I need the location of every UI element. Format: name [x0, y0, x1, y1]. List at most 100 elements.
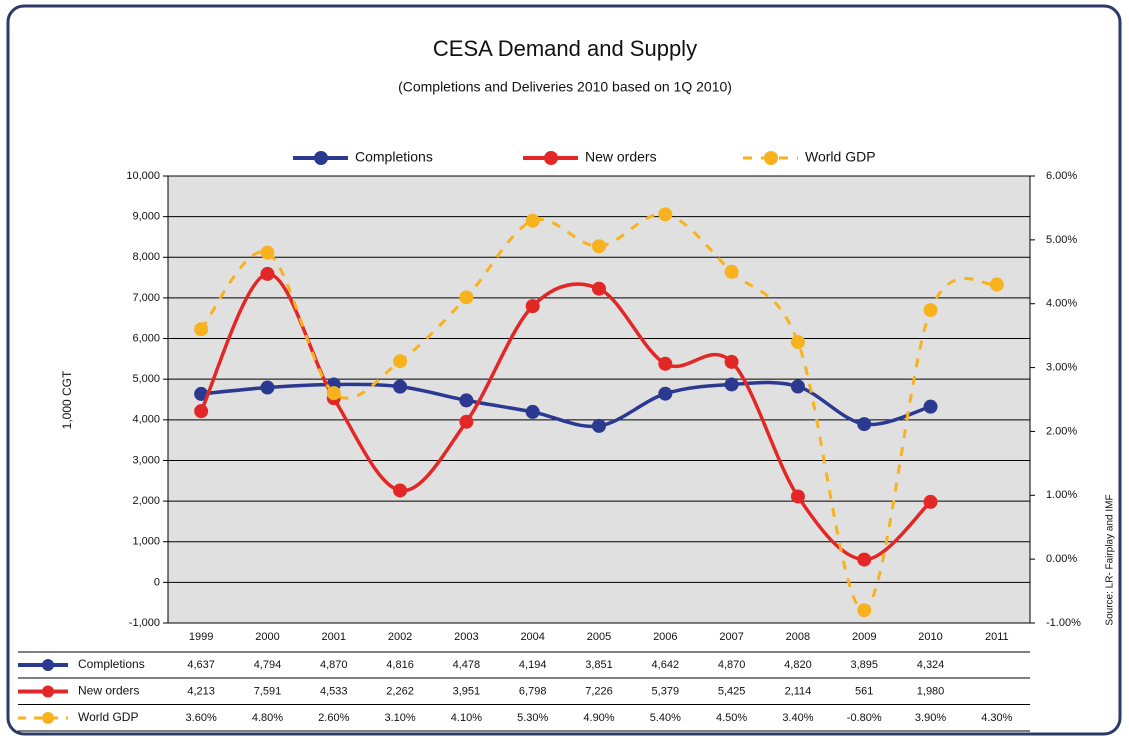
legend-marker — [544, 151, 558, 165]
table-cell: 5.30% — [517, 712, 548, 724]
table-cell: 4,794 — [254, 659, 282, 671]
y2-tick-label: 2.00% — [1046, 425, 1077, 437]
y2-tick-label: 4.00% — [1046, 298, 1077, 310]
series-point — [857, 417, 872, 432]
series-point — [459, 290, 474, 305]
series-point — [923, 303, 938, 318]
series-point — [525, 299, 540, 314]
x-tick-label: 2002 — [388, 631, 412, 643]
series-point — [658, 356, 673, 371]
table-cell: 2,114 — [785, 685, 812, 697]
x-tick-label: 2003 — [454, 631, 478, 643]
table-cell: 3,851 — [585, 659, 613, 671]
table-cell: 4,213 — [187, 685, 215, 697]
table-cell: 4,533 — [320, 685, 348, 697]
x-tick-label: 2010 — [918, 631, 942, 643]
y-axis-label: 1,000 CGT — [60, 370, 74, 429]
series-point — [459, 414, 474, 429]
series-point — [724, 264, 739, 279]
table-cell: 4,478 — [453, 659, 481, 671]
y2-tick-label: -1.00% — [1046, 617, 1081, 629]
series-point — [658, 207, 673, 222]
table-cell: 4.80% — [252, 712, 283, 724]
x-tick-label: 1999 — [189, 631, 213, 643]
table-cell: 1,980 — [917, 685, 945, 697]
table-cell: 4.50% — [716, 712, 747, 724]
series-point — [393, 483, 408, 498]
x-tick-label: 2006 — [653, 631, 677, 643]
series-point — [525, 213, 540, 228]
series-point — [989, 277, 1004, 292]
series-point — [790, 335, 805, 350]
legend-marker — [314, 151, 328, 165]
table-cell: 4,642 — [652, 659, 680, 671]
legend-label: World GDP — [805, 149, 876, 165]
series-point — [658, 386, 673, 401]
table-cell: 6,798 — [519, 685, 547, 697]
y-tick-label: 9,000 — [132, 211, 160, 223]
y-tick-label: 3,000 — [132, 454, 160, 466]
series-point — [923, 399, 938, 414]
table-cell: 3,895 — [850, 659, 878, 671]
y2-tick-label: 5.00% — [1046, 234, 1077, 246]
table-cell: 5,379 — [652, 685, 680, 697]
series-point — [194, 322, 209, 337]
table-cell: 5,425 — [718, 685, 746, 697]
series-point — [592, 281, 606, 296]
y-tick-label: -1,000 — [129, 617, 160, 629]
table-cell: 2.60% — [318, 712, 349, 724]
table-marker — [42, 659, 54, 671]
table-cell: -0.80% — [847, 712, 882, 724]
y-tick-label: 7,000 — [132, 292, 160, 304]
x-tick-label: 2009 — [852, 631, 876, 643]
series-point — [393, 379, 408, 394]
series-point — [260, 266, 275, 281]
table-cell: 4.90% — [583, 712, 614, 724]
series-point — [790, 379, 805, 394]
table-cell: 7,226 — [585, 685, 613, 697]
table-row-label: New orders — [78, 684, 139, 698]
y2-tick-label: 3.00% — [1046, 361, 1077, 373]
y2-tick-label: 0.00% — [1046, 553, 1077, 565]
series-point — [326, 386, 341, 401]
table-row-label: Completions — [78, 657, 145, 671]
series-point — [923, 494, 938, 509]
y-tick-label: 10,000 — [126, 170, 160, 182]
table-cell: 4.30% — [981, 712, 1012, 724]
table-cell: 4,870 — [718, 659, 746, 671]
table-cell: 5.40% — [650, 712, 681, 724]
x-tick-label: 2005 — [587, 631, 611, 643]
table-cell: 561 — [855, 685, 873, 697]
table-cell: 4,194 — [519, 659, 547, 671]
series-point — [724, 354, 739, 369]
table-cell: 3,951 — [453, 685, 481, 697]
source-note: Source: LR- Fairplay and IMF — [1105, 494, 1116, 625]
table-cell: 2,262 — [386, 685, 414, 697]
table-cell: 3.40% — [782, 712, 813, 724]
chart-title: CESA Demand and Supply — [433, 36, 697, 61]
series-point — [459, 393, 474, 408]
table-cell: 3.10% — [384, 712, 415, 724]
table-cell: 4,637 — [187, 659, 215, 671]
y-tick-label: 6,000 — [132, 332, 160, 344]
x-tick-label: 2008 — [786, 631, 810, 643]
series-point — [724, 377, 739, 392]
x-tick-label: 2011 — [985, 631, 1009, 643]
series-point — [592, 239, 606, 254]
table-marker — [42, 685, 54, 698]
y2-tick-label: 6.00% — [1046, 170, 1077, 182]
x-tick-label: 2000 — [255, 631, 279, 643]
series-point — [592, 418, 606, 433]
y2-tick-label: 1.00% — [1046, 489, 1077, 501]
legend-marker — [764, 151, 778, 165]
chart-subtitle: (Completions and Deliveries 2010 based o… — [398, 79, 732, 95]
table-cell: 4.10% — [451, 712, 482, 724]
x-tick-label: 2004 — [520, 631, 544, 643]
table-cell: 3.60% — [186, 712, 217, 724]
table-marker — [42, 712, 54, 724]
series-point — [194, 404, 209, 419]
legend-label: Completions — [355, 149, 433, 165]
series-line — [199, 212, 998, 612]
series-point — [790, 489, 805, 504]
